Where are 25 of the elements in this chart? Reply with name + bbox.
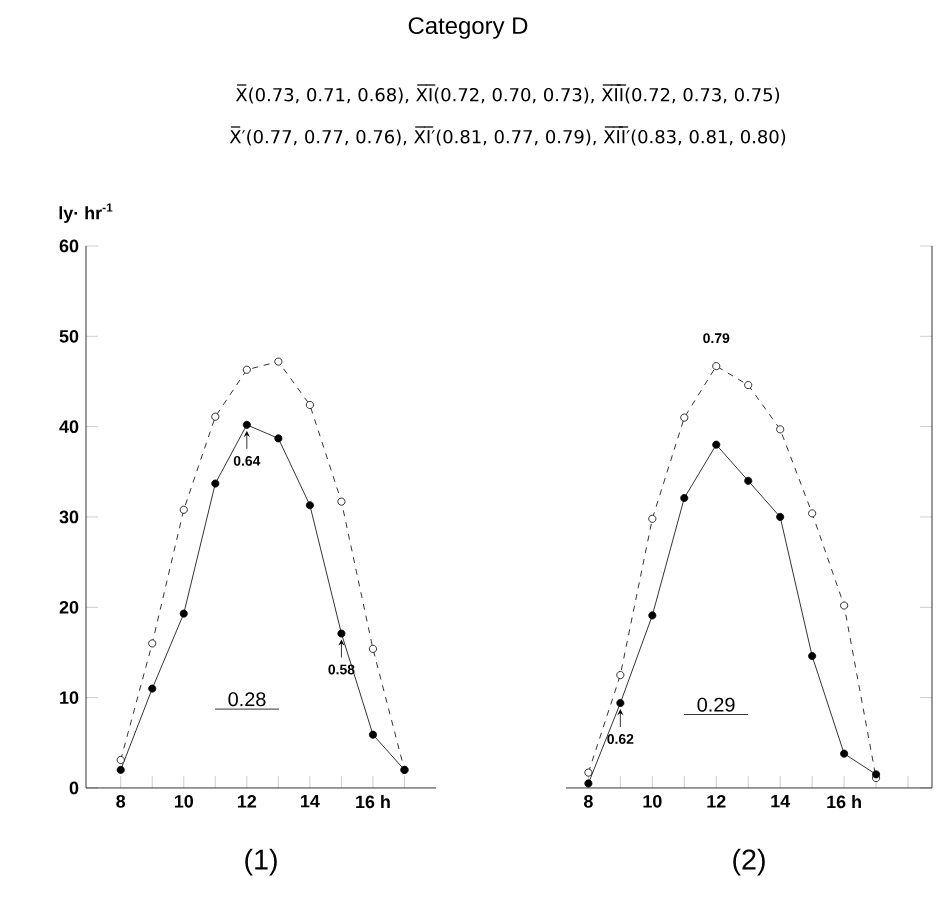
y-tick-label: 0	[69, 781, 79, 795]
annotation: 0.29	[697, 697, 735, 712]
x-tick-label: 16 h	[356, 795, 390, 809]
text: X̅(0.73, 0.71, 0.68), X̅I̅(0.72, 0.70, 0.73), X̅I̅I̅(0.72, 0.73, 0.75)	[235, 84, 780, 104]
x-tick-label: 14	[301, 795, 320, 808]
y-tick-label: 20	[59, 600, 79, 614]
text: X̅′(0.77, 0.77, 0.76), X̅I̅′(0.81, 0.77, 0.79), X̅I̅I̅′(0.83, 0.81, 0.80)	[229, 126, 786, 146]
x-tick-label: 12	[237, 795, 257, 808]
x-tick-label: 16 h	[827, 795, 861, 809]
x-tick-label: 10	[174, 795, 194, 808]
x-tick-label: 14	[771, 795, 791, 808]
y-axis-title: ly· hr$^{-1}$	[59, 203, 113, 223]
x-tick-label: 12	[707, 795, 726, 808]
x-tick-label: 8	[583, 795, 593, 808]
text: Category D	[408, 17, 528, 39]
y-tick-label: 10	[60, 691, 79, 704]
text: (2)	[733, 848, 765, 876]
y-tick-label: 60	[59, 239, 79, 253]
y-tick-label: 50	[59, 329, 79, 343]
x-tick-label: 10	[643, 795, 662, 808]
annotation: 0.28	[228, 692, 266, 707]
x-tick-label: 8	[116, 795, 126, 808]
text: (1)	[245, 848, 277, 876]
y-tick-label: 40	[59, 420, 79, 433]
y-tick-label: 30	[59, 510, 79, 524]
